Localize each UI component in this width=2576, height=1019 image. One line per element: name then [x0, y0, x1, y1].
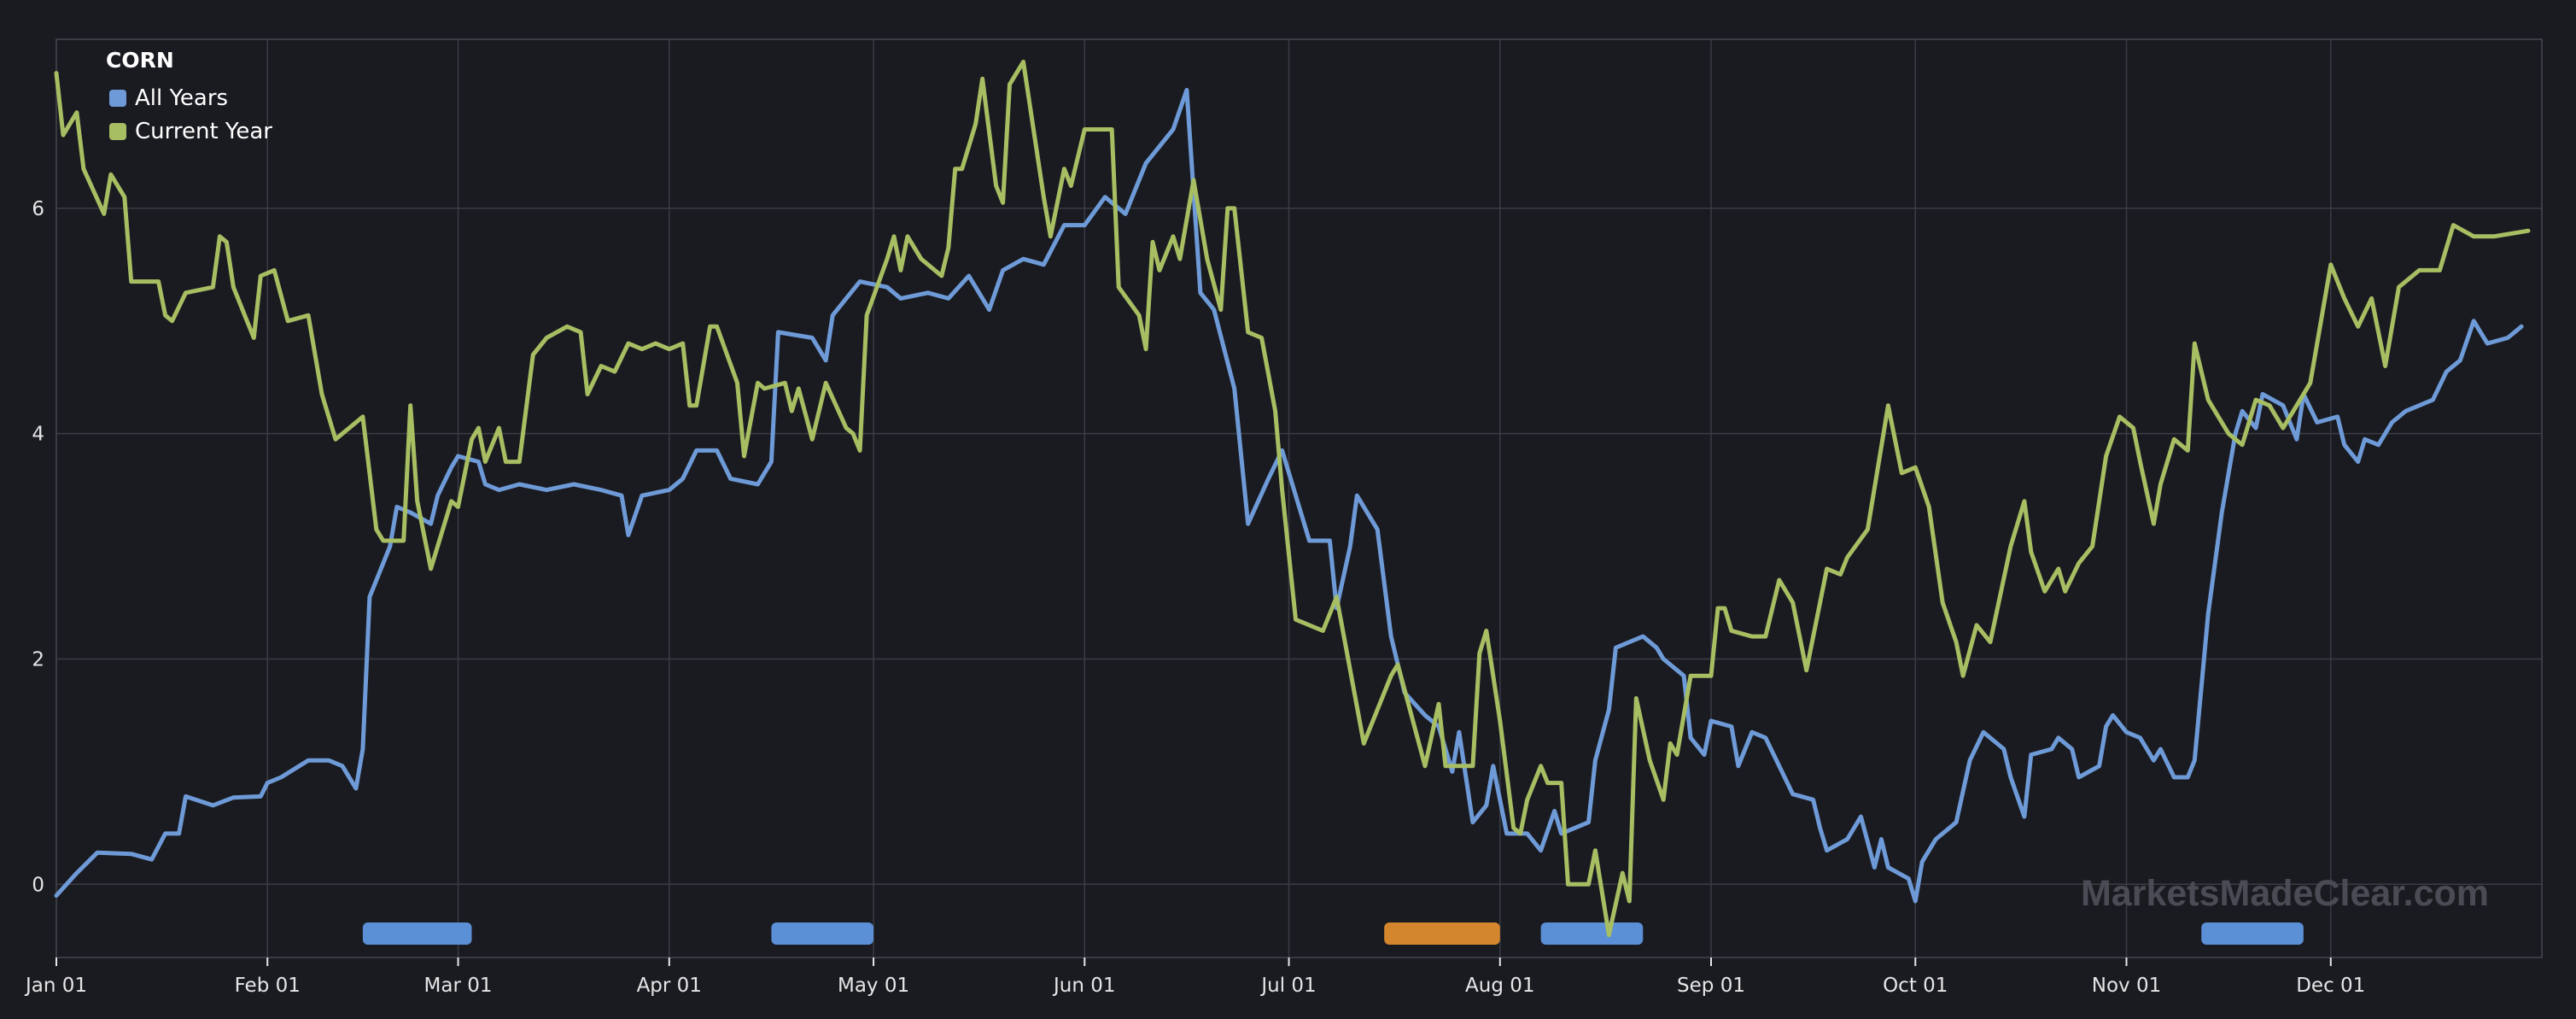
y-tick-label: 0: [32, 874, 44, 896]
x-tick-label: May 01: [838, 975, 909, 997]
legend-title: CORN: [106, 48, 174, 73]
y-tick-label: 2: [32, 648, 44, 671]
legend-label-current-year: Current Year: [135, 118, 272, 144]
x-tick-label: Feb 01: [235, 975, 301, 997]
y-tick-label: 6: [32, 198, 44, 220]
x-tick-label: Oct 01: [1883, 975, 1948, 997]
x-tick-label: Dec 01: [2296, 975, 2365, 997]
legend-item-current-year[interactable]: Current Year: [109, 114, 272, 148]
legend-label-all-years: All Years: [135, 85, 229, 111]
series-line-current-year: [54, 59, 2531, 938]
period-marker: [1384, 922, 1500, 945]
x-tick-label: Jan 01: [24, 975, 87, 997]
period-marker: [1540, 922, 1644, 945]
plot-frame: [55, 38, 2543, 958]
series-line-all-years: [54, 87, 2524, 904]
x-tick-label: Mar 01: [424, 975, 493, 997]
period-marker: [362, 922, 472, 945]
x-tick-label: Jun 01: [1052, 975, 1116, 997]
period-marker: [771, 922, 874, 945]
legend: CORN All Years Current Year: [106, 48, 272, 148]
x-tick-label: Sep 01: [1677, 975, 1745, 997]
x-tick-label: Nov 01: [2092, 975, 2161, 997]
legend-swatch-current-year: [109, 122, 126, 140]
legend-swatch-all-years: [109, 89, 126, 107]
x-tick-label: Jul 01: [1259, 975, 1316, 997]
x-tick-label: Aug 01: [1465, 975, 1535, 997]
watermark: MarketsMadeClear.com: [2081, 873, 2489, 914]
y-tick-label: 4: [32, 424, 44, 446]
period-marker: [2201, 922, 2304, 945]
legend-item-all-years[interactable]: All Years: [109, 81, 272, 114]
x-tick-label: Apr 01: [637, 975, 702, 997]
